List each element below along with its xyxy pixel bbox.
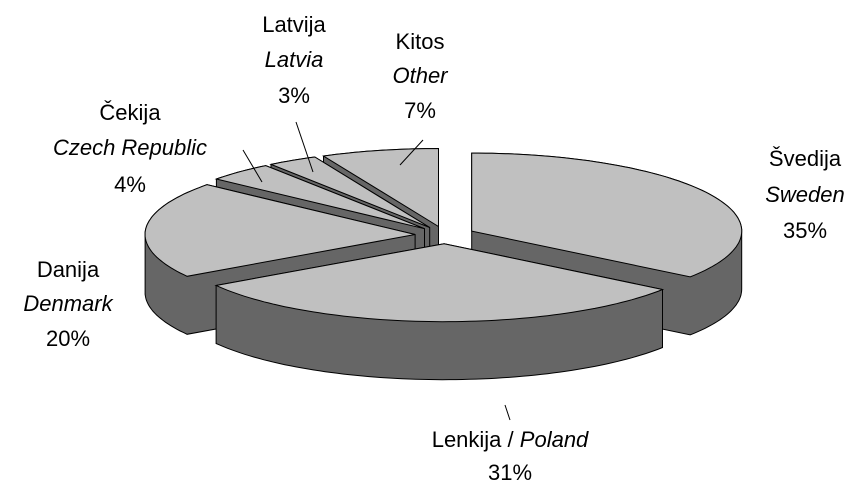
label-english: Sweden bbox=[765, 182, 845, 207]
slice-top bbox=[269, 156, 430, 228]
leader-line bbox=[399, 139, 424, 166]
slice-top bbox=[214, 165, 425, 230]
value-label: 31% bbox=[488, 460, 532, 485]
label-native: Danija bbox=[37, 257, 100, 282]
leader-line bbox=[504, 404, 511, 421]
label-english: Poland bbox=[520, 427, 589, 452]
value-label: 20% bbox=[46, 326, 90, 351]
label-english: Latvia bbox=[265, 47, 324, 72]
value-label: 4% bbox=[114, 172, 146, 197]
slice bbox=[214, 243, 665, 381]
leader-line bbox=[242, 149, 263, 183]
value-label: 35% bbox=[783, 218, 827, 243]
label-native: Čekija bbox=[99, 100, 161, 125]
label-english: Czech Republic bbox=[53, 135, 207, 160]
slice-top bbox=[471, 152, 743, 278]
slice-top bbox=[144, 184, 416, 277]
slice-label: Lenkija / Poland bbox=[432, 427, 589, 452]
label-native: Latvija bbox=[262, 12, 326, 37]
value-label: 7% bbox=[404, 98, 436, 123]
label-native: Kitos bbox=[396, 29, 445, 54]
slice-top bbox=[322, 147, 439, 228]
label-native: Lenkija / bbox=[432, 427, 515, 452]
label-english: Other bbox=[392, 63, 449, 88]
label-english: Denmark bbox=[23, 291, 113, 316]
value-label: 3% bbox=[278, 83, 310, 108]
leader-line bbox=[295, 121, 314, 173]
label-native: Švedija bbox=[769, 146, 842, 171]
slice-top bbox=[214, 243, 665, 323]
